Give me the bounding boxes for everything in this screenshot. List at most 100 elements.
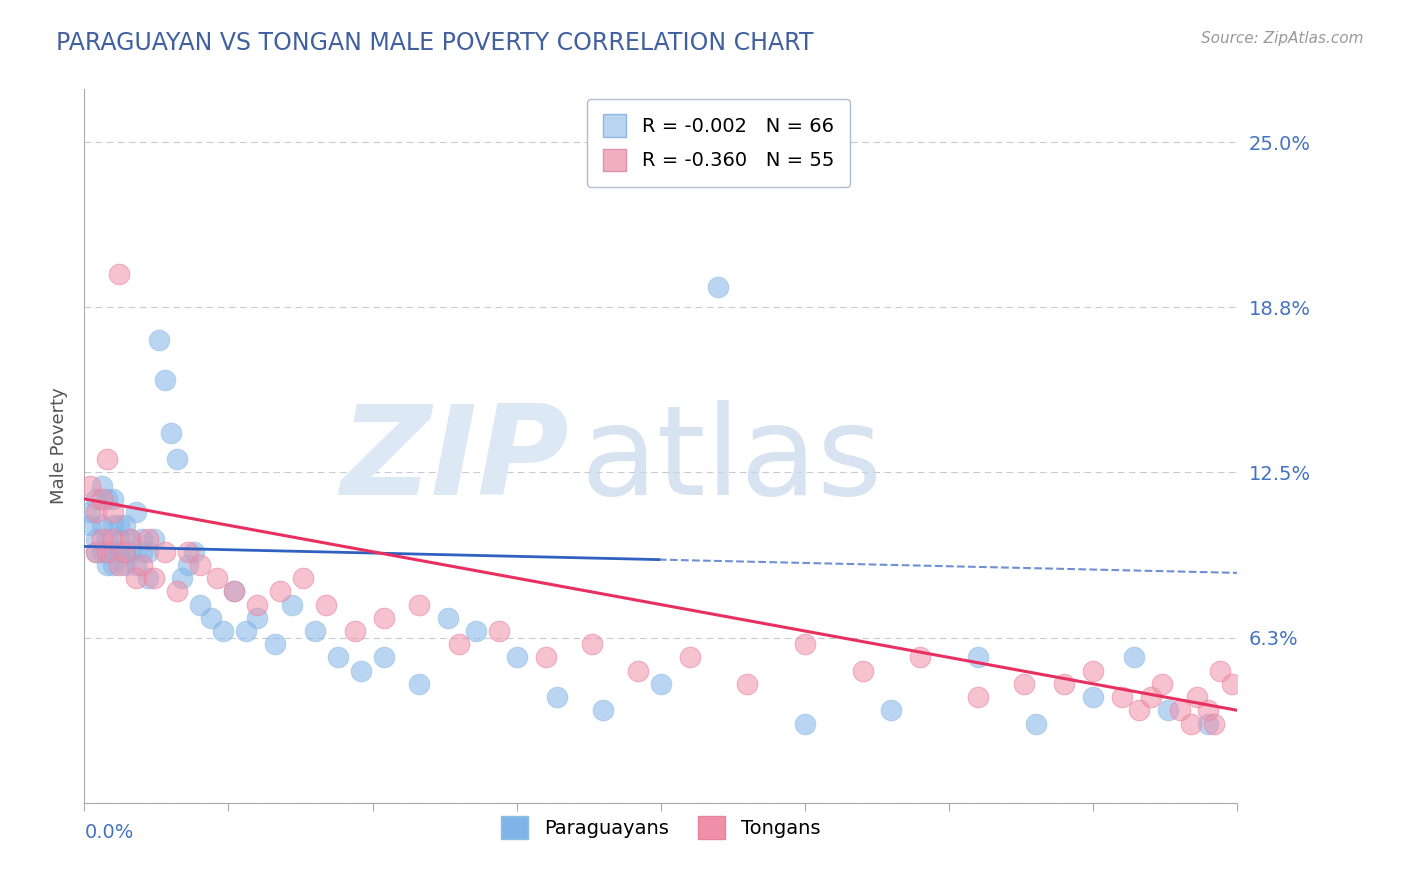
Point [79,505,101,519]
Point [103,518,124,533]
Point [373,611,395,625]
Point [1128,703,1150,717]
Point [408,677,430,691]
Point [546,690,568,704]
Point [103,491,124,506]
Point [103,545,124,559]
Point [315,598,337,612]
Point [90,532,112,546]
Point [794,637,817,651]
Point [1152,677,1174,691]
Point [188,558,211,572]
Point [1209,664,1232,678]
Point [108,532,131,546]
Point [188,598,211,612]
Point [1180,716,1202,731]
Point [373,650,395,665]
Point [408,598,430,612]
Point [114,545,136,559]
Point [1025,716,1047,731]
Point [592,703,614,717]
Point [967,690,990,704]
Point [177,558,200,572]
Point [166,452,188,467]
Point [108,267,131,281]
Point [211,624,233,638]
Point [246,611,269,625]
Point [326,650,349,665]
Point [96,545,118,559]
Point [794,716,817,731]
Point [967,650,990,665]
Point [142,532,165,546]
Point [534,650,557,665]
Point [142,571,165,585]
Point [650,677,672,691]
Point [281,598,304,612]
Point [627,664,650,678]
Point [103,558,124,572]
Point [120,532,142,546]
Point [910,650,932,665]
Point [269,584,291,599]
Point [79,518,101,533]
Point [166,584,188,599]
Point [96,545,118,559]
Text: PARAGUAYAN VS TONGAN MALE POVERTY CORRELATION CHART: PARAGUAYAN VS TONGAN MALE POVERTY CORREL… [56,31,814,55]
Point [153,373,176,387]
Point [84,545,107,559]
Point [153,545,176,559]
Point [125,558,148,572]
Point [103,532,124,546]
Point [1198,716,1220,731]
Legend: Paraguayans, Tongans: Paraguayans, Tongans [494,808,828,847]
Point [246,598,269,612]
Point [1012,677,1035,691]
Point [1111,690,1133,704]
Point [148,333,170,347]
Text: Source: ZipAtlas.com: Source: ZipAtlas.com [1201,31,1364,46]
Point [96,558,118,572]
Point [707,280,730,294]
Point [1053,677,1076,691]
Point [1122,650,1144,665]
Point [84,505,107,519]
Point [224,584,246,599]
Point [737,677,759,691]
Point [172,571,194,585]
Point [344,624,367,638]
Point [224,584,246,599]
Point [160,425,183,440]
Point [488,624,510,638]
Point [96,491,118,506]
Point [90,518,112,533]
Point [120,532,142,546]
Point [292,571,315,585]
Point [880,703,903,717]
Point [1083,690,1105,704]
Point [205,571,228,585]
Point [90,478,112,492]
Point [235,624,257,638]
Point [136,571,159,585]
Point [183,545,205,559]
Point [108,545,131,559]
Point [131,545,153,559]
Point [350,664,373,678]
Point [84,491,107,506]
Point [581,637,603,651]
Point [131,532,153,546]
Point [114,545,136,559]
Point [90,545,112,559]
Point [263,637,285,651]
Point [436,611,458,625]
Point [96,452,118,467]
Point [200,611,222,625]
Point [852,664,875,678]
Point [1083,664,1105,678]
Point [79,478,101,492]
Point [84,532,107,546]
Point [1204,716,1226,731]
Point [125,571,148,585]
Point [1220,677,1243,691]
